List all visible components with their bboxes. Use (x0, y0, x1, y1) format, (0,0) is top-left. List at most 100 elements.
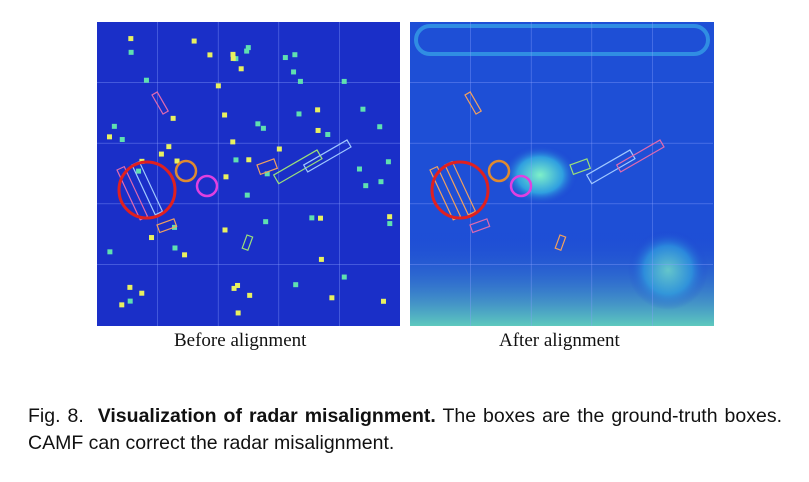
highlight-circle (117, 160, 177, 220)
radar-point (191, 38, 197, 44)
radar-point (143, 77, 149, 83)
gt-box (464, 91, 483, 115)
radar-point (136, 168, 142, 174)
gt-box (554, 234, 567, 251)
radar-point (107, 249, 113, 255)
radar-point (318, 215, 324, 221)
radar-point (246, 157, 252, 163)
radar-point (341, 78, 347, 84)
caption: Fig. 8. Visualization of radar misalignm… (28, 403, 782, 457)
radar-point (276, 146, 282, 152)
radar-point (106, 134, 112, 140)
radar-point (235, 310, 241, 316)
gt-box (569, 158, 592, 176)
radar-point (207, 52, 213, 58)
radar-point (230, 55, 236, 61)
panel-label: Before alignment (174, 330, 307, 351)
highlight-circle (487, 159, 511, 183)
radar-point (174, 158, 180, 164)
radar-point (149, 235, 155, 241)
radar-point (231, 285, 237, 291)
radar-point (318, 256, 324, 262)
radar-point (341, 274, 347, 280)
gt-box (256, 158, 279, 176)
panel-label: After alignment (499, 330, 620, 351)
radar-point (233, 157, 239, 163)
radar-point (387, 214, 393, 220)
radar-point (360, 106, 366, 112)
radar-point (325, 131, 331, 137)
radar-point (230, 51, 236, 57)
radar-point (128, 49, 134, 55)
radar-point (263, 219, 269, 225)
radar-point (297, 78, 303, 84)
radar-point (296, 111, 302, 117)
highlight-circle (509, 174, 533, 198)
radar-point (291, 69, 297, 75)
radar-point (377, 124, 383, 130)
gt-box (469, 218, 491, 234)
gt-box (615, 139, 665, 173)
highlight-circle (174, 159, 198, 183)
caption-text: The boxes are the ground-truth boxes. CA… (28, 405, 783, 454)
highlight-circle (430, 160, 490, 220)
radar-point (215, 83, 221, 89)
caption-number: Fig. 8. (28, 405, 84, 427)
radar-point (230, 139, 236, 145)
highlight-circle (195, 174, 219, 198)
radar-point (235, 282, 241, 288)
radar-point (264, 171, 270, 177)
radar-point (139, 290, 145, 296)
heat-band (414, 24, 710, 56)
radar-point (119, 302, 125, 308)
radar-point (127, 284, 133, 290)
radar-point (315, 127, 321, 133)
radar-point (293, 282, 299, 288)
radar-point (111, 123, 117, 129)
panel-after (410, 22, 714, 326)
radar-point (309, 215, 315, 221)
caption-title: Visualization of radar misalignment. (97, 405, 436, 427)
gt-box (241, 234, 254, 251)
radar-point (233, 56, 239, 62)
radar-point (378, 179, 384, 185)
gt-box (585, 149, 636, 185)
radar-point (247, 292, 253, 298)
radar-point (315, 107, 321, 113)
radar-point (245, 45, 251, 51)
gt-box (156, 218, 178, 234)
radar-point (260, 125, 266, 131)
radar-point (244, 192, 250, 198)
figure-panels (97, 22, 714, 326)
radar-point (387, 221, 393, 227)
gt-box (151, 91, 170, 115)
heat-blob (502, 145, 578, 205)
heat-blob (628, 230, 708, 310)
radar-point (166, 144, 172, 150)
radar-point (222, 112, 228, 118)
radar-point (363, 183, 369, 189)
heatmap (97, 22, 400, 326)
radar-point (127, 298, 133, 304)
radar-point (182, 252, 188, 258)
radar-point (238, 66, 244, 72)
radar-point (128, 36, 134, 42)
radar-point (244, 48, 250, 54)
radar-point (292, 52, 298, 58)
radar-point (356, 166, 362, 172)
radar-point (255, 121, 261, 127)
radar-point (172, 245, 178, 251)
radar-point (223, 174, 229, 180)
radar-point (385, 159, 391, 165)
radar-point (282, 55, 288, 61)
radar-point (119, 137, 125, 143)
radar-point (329, 295, 335, 301)
radar-point (170, 115, 176, 121)
gt-box (302, 139, 352, 173)
panel-before (97, 22, 400, 326)
gt-box (272, 149, 323, 185)
radar-point (380, 298, 386, 304)
radar-point (158, 151, 164, 157)
radar-point (222, 227, 228, 233)
